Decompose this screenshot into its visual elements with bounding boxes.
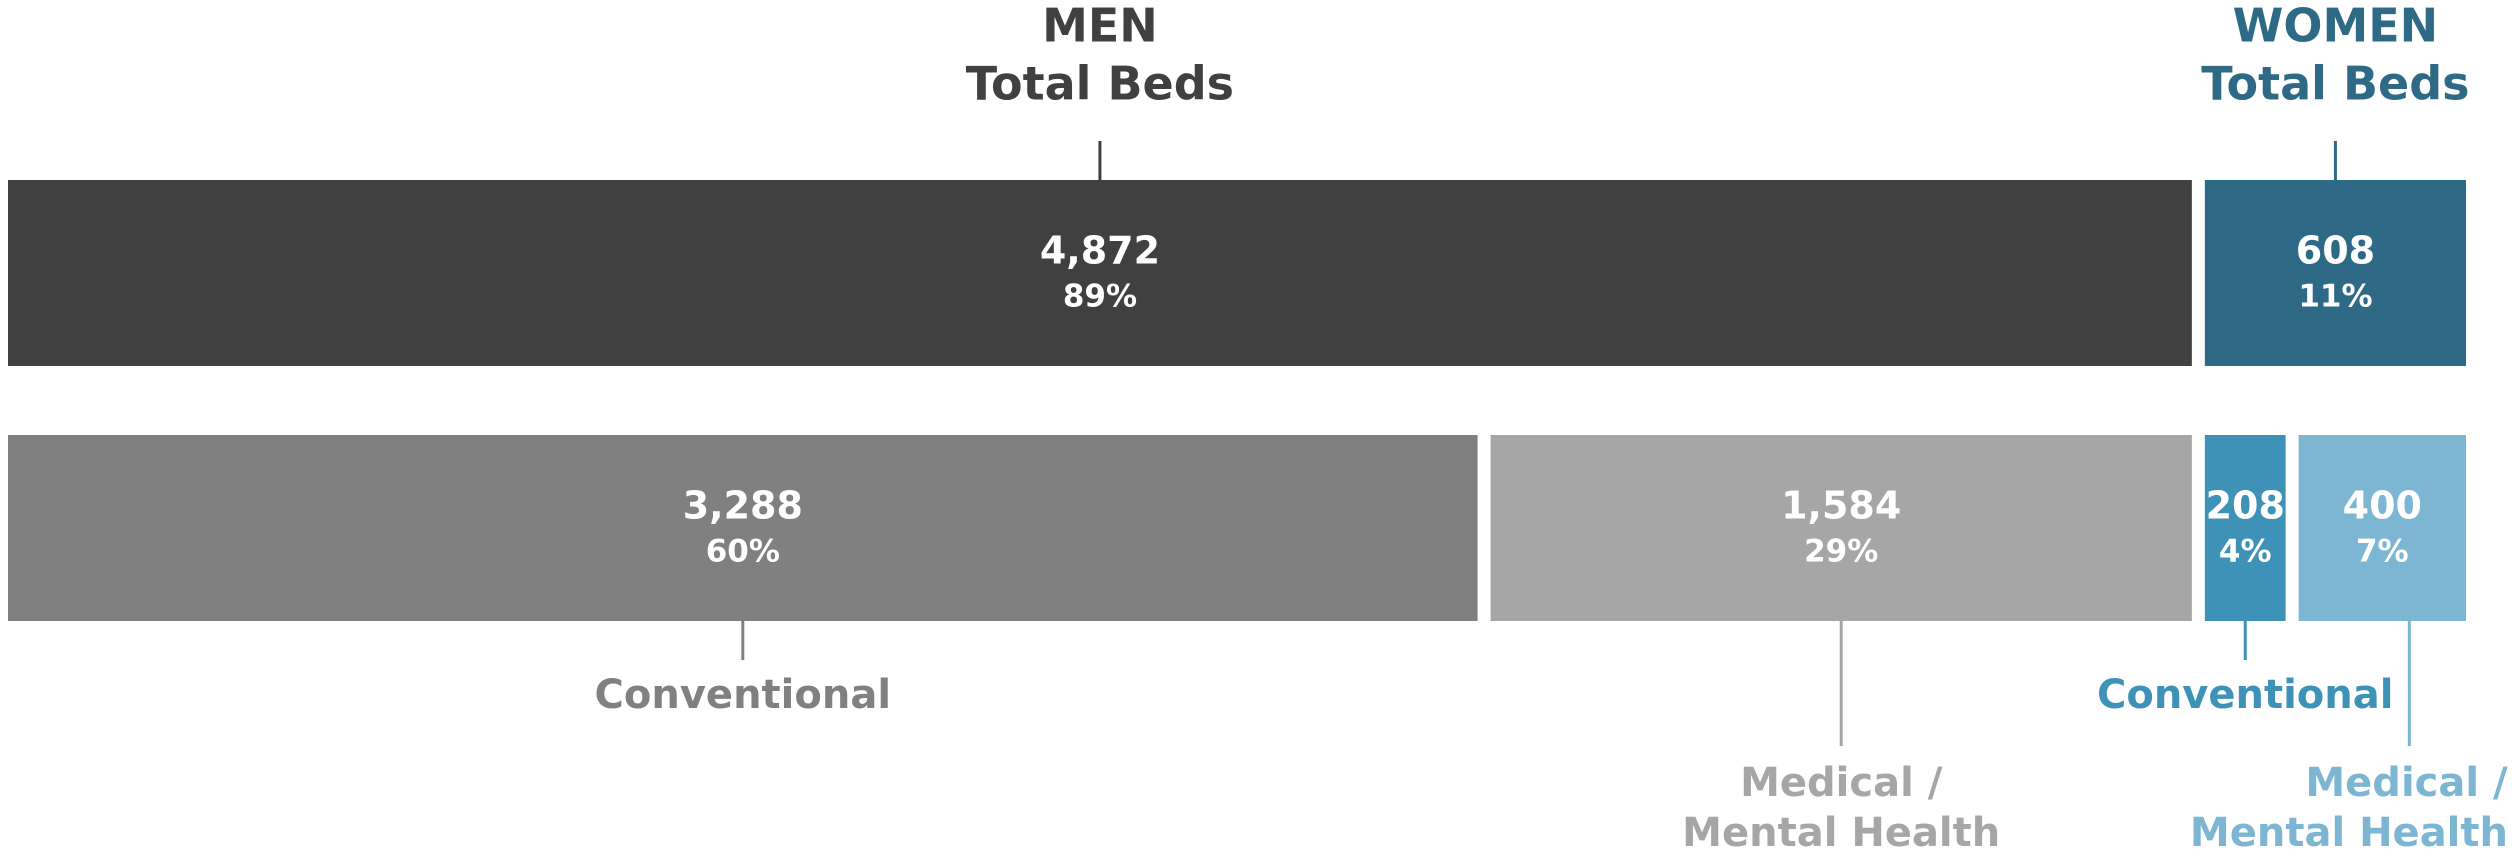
bar-segment <box>1490 435 2192 621</box>
bar-segment <box>2204 180 2466 366</box>
value-label: 400 <box>2343 484 2422 528</box>
segment-name: MEN <box>1042 0 1158 53</box>
value-label: 608 <box>2296 229 2375 273</box>
segment-name: Conventional <box>2097 672 2393 718</box>
segment-name: WOMEN <box>2233 0 2439 53</box>
segment-name: Medical / <box>2305 760 2508 806</box>
bar-segment <box>8 435 1478 621</box>
value-label: 1,584 <box>1781 484 1901 528</box>
share-label: 11% <box>2298 279 2372 315</box>
share-label: 89% <box>1063 279 1137 315</box>
share-label: 4% <box>2219 534 2272 570</box>
bar-segment <box>2298 435 2466 621</box>
value-label: 208 <box>2206 484 2285 528</box>
segment-name: Total Beds <box>2201 57 2469 111</box>
share-label: 60% <box>706 534 780 570</box>
segment-name: Mental Health <box>2190 810 2508 856</box>
bar-segment <box>2204 435 2286 621</box>
segment-name: Medical / <box>1740 760 1943 806</box>
segment-name: Mental Health <box>1682 810 2000 856</box>
share-label: 29% <box>1804 534 1878 570</box>
segment-name: Conventional <box>595 672 891 718</box>
bar-segment <box>8 180 2192 366</box>
value-label: 4,872 <box>1040 229 1160 273</box>
share-label: 7% <box>2356 534 2409 570</box>
segment-name: Total Beds <box>966 57 1234 111</box>
value-label: 3,288 <box>683 484 803 528</box>
